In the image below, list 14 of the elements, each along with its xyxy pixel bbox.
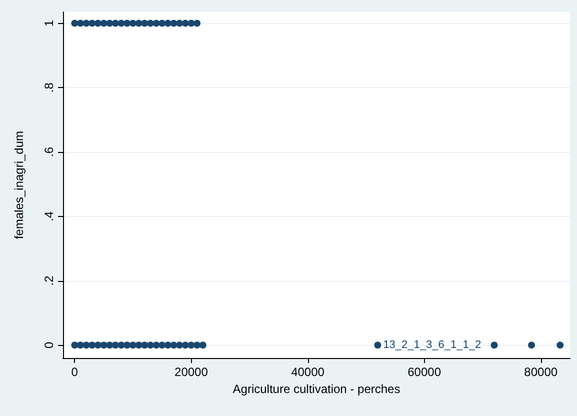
y-axis-title: females_inagri_dum bbox=[12, 130, 26, 240]
y-tick-label: 1 bbox=[42, 20, 56, 27]
y-tick-label: .2 bbox=[42, 275, 56, 286]
y-tick-label: .8 bbox=[42, 82, 56, 93]
y-tick-label: .6 bbox=[42, 146, 56, 158]
x-tick-label: 60000 bbox=[408, 365, 442, 379]
x-axis-title: Agriculture cultivation - perches bbox=[232, 382, 400, 396]
x-tick-label: 40000 bbox=[291, 365, 325, 379]
x-tick-label: 0 bbox=[71, 365, 78, 379]
y-tick-label: 0 bbox=[42, 341, 56, 348]
x-tick-label: 80000 bbox=[524, 365, 558, 379]
data-label: 13_2_1_3_6_1_1_2 bbox=[383, 339, 482, 352]
y-tick-label: .4 bbox=[42, 211, 56, 222]
x-tick-label: 20000 bbox=[174, 365, 208, 379]
